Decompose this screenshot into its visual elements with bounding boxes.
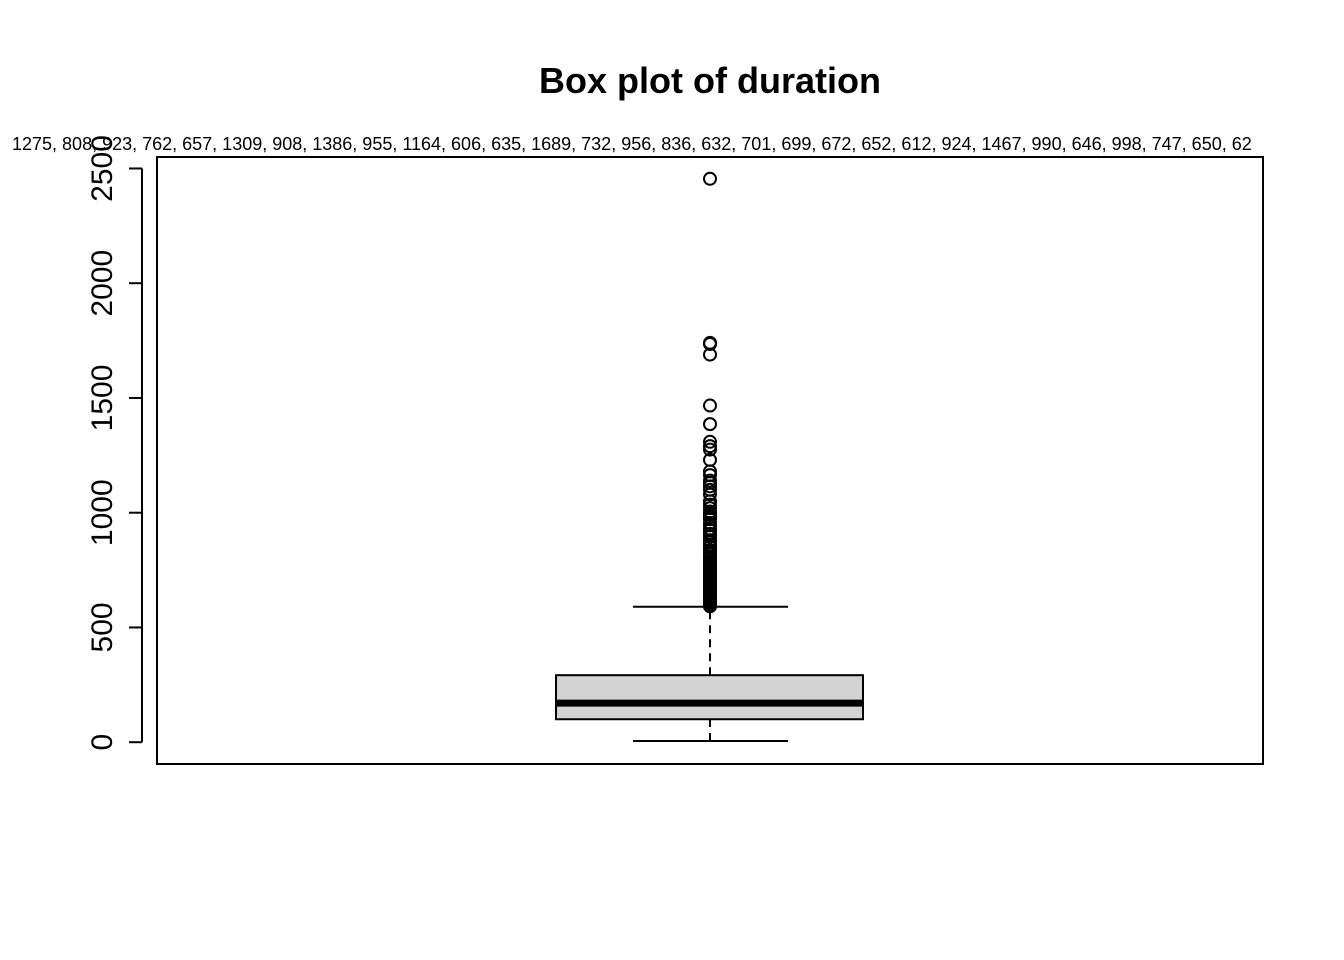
y-tick-label: 2500 bbox=[86, 135, 119, 202]
outlier-point bbox=[703, 398, 717, 413]
outlier-point bbox=[703, 434, 717, 449]
outlier-point bbox=[703, 347, 717, 362]
outlier-point bbox=[703, 337, 717, 352]
plot-frame bbox=[156, 156, 1264, 765]
y-tick-label: 2000 bbox=[86, 250, 119, 317]
box-group bbox=[555, 605, 864, 743]
y-tick-label: 0 bbox=[86, 734, 119, 751]
outlier-points bbox=[703, 171, 717, 614]
y-tick-label: 1000 bbox=[86, 479, 119, 546]
chart-title: Box plot of duration bbox=[539, 60, 881, 101]
outlier-point bbox=[703, 417, 717, 432]
outlier-point bbox=[703, 487, 717, 502]
interquartile-box bbox=[555, 674, 864, 721]
outlier-point bbox=[703, 171, 717, 186]
y-axis: 0 500 1000 1500 2000 2500 bbox=[86, 135, 143, 751]
y-tick-label: 1500 bbox=[86, 365, 119, 432]
top-margin-text: 1275, 808, 923, 762, 657, 1309, 908, 138… bbox=[12, 134, 1252, 154]
y-tick-label: 500 bbox=[86, 602, 119, 652]
outlier-point bbox=[703, 599, 717, 614]
outlier-point bbox=[703, 442, 717, 457]
